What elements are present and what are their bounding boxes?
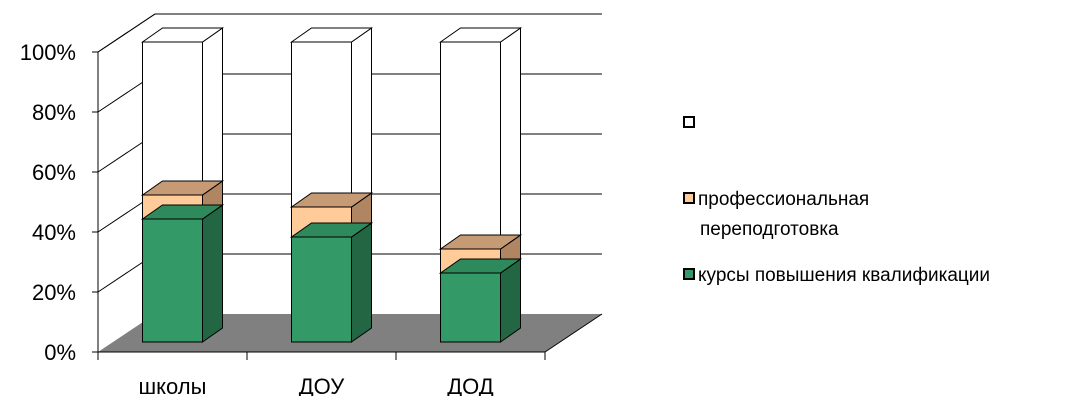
bar-segment-front [143,219,203,342]
bar-segment-side [352,223,372,342]
legend-swatch [684,193,694,203]
y-tick-label: 40% [32,220,76,245]
bar-segment-front [441,273,501,342]
y-tick-label: 0% [44,340,76,365]
y-tick-label: 20% [32,280,76,305]
x-tick-label: ДОД [447,374,494,396]
bar-segment-side [203,28,223,195]
legend-label: курсы повышения квалификации [698,265,990,286]
bar-segment-front [292,42,352,207]
bar-segment-front [143,42,203,195]
y-tick-labels: 0% 20% 40% 60% 80% 100% [20,40,76,365]
x-tick-label: школы [139,374,207,396]
bar-segment-front [441,42,501,249]
y-tick-label: 80% [32,100,76,125]
legend: профессиональная переподготовка курсы повы… [684,117,990,286]
x-tick-label: ДОУ [299,374,346,396]
legend-label: профессиональная [698,189,869,210]
legend-label: переподготовка [700,219,839,240]
x-tick-labels: школы ДОУ ДОД [139,374,494,396]
bar-segment-side [203,205,223,342]
y-tick-label: 100% [20,40,76,65]
bars [143,28,521,342]
bar-segment-side [501,28,521,249]
legend-swatch [684,269,694,279]
bar-segment-front [292,237,352,342]
y-tick-label: 60% [32,160,76,185]
bar-segment-side [352,28,372,207]
legend-swatch [684,117,694,127]
